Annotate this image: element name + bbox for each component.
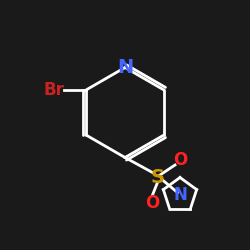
Text: S: S [150,168,164,187]
Text: N: N [117,58,133,77]
Text: O: O [146,194,160,212]
Text: N: N [173,186,187,204]
Text: Br: Br [43,81,64,99]
Text: O: O [173,151,187,169]
